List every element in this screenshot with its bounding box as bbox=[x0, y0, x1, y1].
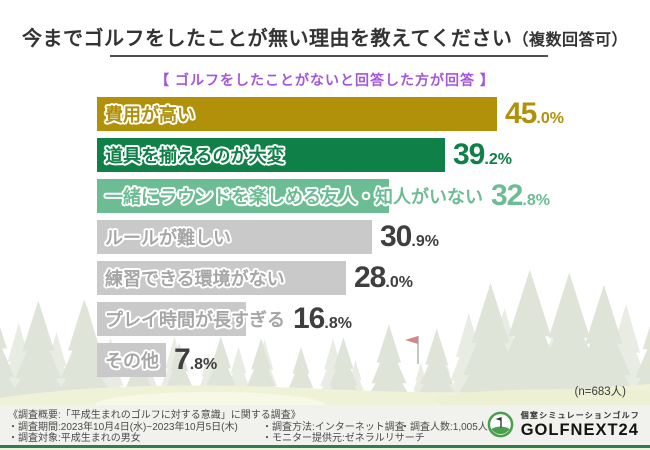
bar-row-content: 練習できる環境がない 28.0% bbox=[97, 261, 650, 295]
bar-label: 費用が高い bbox=[105, 105, 195, 125]
bar-value: 28.0% bbox=[354, 261, 413, 294]
survey-overview-column: 《調査概要:「平成生まれのゴルフに対する意識」に関する調査》 ・調査期間:202… bbox=[8, 410, 301, 445]
bar-value: 7.8% bbox=[174, 343, 218, 376]
page-title-paren: （複数回答可） bbox=[512, 32, 628, 49]
brand-tagline: 個室シミュレーションゴルフ bbox=[520, 411, 640, 420]
bar-label: その他 bbox=[105, 351, 159, 371]
bar-row-content: プレイ時間が長すぎる 16.8% bbox=[97, 302, 650, 336]
bar-label: 道具を揃えるのが大変 bbox=[105, 146, 285, 166]
bar-row: 費用が高い 45.0% bbox=[97, 97, 650, 131]
brand-logo: 個室シミュレーションゴルフ GOLFNEXT24 bbox=[487, 410, 640, 439]
page-title-main: 今までゴルフをしたことが無い理由を教えてください bbox=[22, 28, 513, 50]
bar-row-content: 一緒にラウンドを楽しめる友人・知人がいない 32.8% bbox=[97, 179, 650, 213]
survey-method: ・調査方法:インターネット調査 bbox=[262, 421, 405, 433]
bar-value: 39.2% bbox=[453, 138, 512, 171]
survey-period: ・調査期間:2023年10月4日(水)~2023年10月5日(木) bbox=[8, 421, 238, 433]
survey-target: ・調査対象:平成生まれの男女 bbox=[8, 433, 141, 444]
bar bbox=[97, 97, 497, 131]
bar-row: ルールが難しい 30.9% bbox=[97, 220, 650, 254]
bar-label: 一緒にラウンドを楽しめる友人・知人がいない bbox=[105, 187, 483, 207]
bar-row: 一緒にラウンドを楽しめる友人・知人がいない 32.8% bbox=[97, 179, 650, 213]
bar-chart: 費用が高い 45.0% 道具を揃えるのが大変 39.2% 一緒にラウンドを楽しめる友人・… bbox=[97, 97, 650, 384]
page-title: 今までゴルフをしたことが無い理由を教えてください（複数回答可） bbox=[0, 22, 650, 51]
brand-logo-text: 個室シミュレーションゴルフ GOLFNEXT24 bbox=[521, 410, 640, 439]
bar-row-content: ルールが難しい 30.9% bbox=[97, 220, 650, 254]
bar-row: その他 7.8% bbox=[97, 343, 650, 377]
survey-overview: 《調査概要:「平成生まれのゴルフに対する意識」に関する調査》 bbox=[8, 410, 301, 421]
survey-monitor: ・モニター提供元:ゼネラルリサーチ bbox=[262, 433, 425, 444]
sample-size-note: (n=683人) bbox=[574, 386, 626, 398]
bar bbox=[97, 179, 389, 213]
bar-row: 道具を揃えるのが大変 39.2% bbox=[97, 138, 650, 172]
survey-method-column: ・調査方法:インターネット調査 ・モニター提供元:ゼネラルリサーチ bbox=[262, 422, 425, 445]
survey-respondents-column: ・調査人数:1,005人 bbox=[400, 422, 488, 434]
brand-name: GOLFNEXT24 bbox=[520, 421, 639, 439]
bar-label: ルールが難しい bbox=[105, 228, 231, 248]
chart-subtitle: 【 ゴルフをしたことがないと回答した方が回答 】 bbox=[155, 72, 495, 88]
bar bbox=[97, 220, 372, 254]
bar-row: プレイ時間が長すぎる 16.8% bbox=[97, 302, 650, 336]
bar-label: 練習できる環境がない bbox=[105, 269, 285, 289]
survey-footer: 《調査概要:「平成生まれのゴルフに対する意識」に関する調査》 ・調査期間:202… bbox=[0, 405, 650, 448]
bar-value: 32.8% bbox=[491, 179, 550, 212]
bar-row-content: 道具を揃えるのが大変 39.2% bbox=[97, 138, 650, 172]
bar-row-content: その他 7.8% bbox=[97, 343, 650, 377]
bar-row-content: 費用が高い 45.0% bbox=[97, 97, 650, 131]
bar bbox=[97, 261, 346, 295]
bar-value: 45.0% bbox=[505, 97, 564, 130]
survey-respondents: ・調査人数:1,005人 bbox=[400, 421, 488, 433]
golf-flag-icon bbox=[405, 336, 419, 364]
bar bbox=[97, 343, 166, 377]
golf-green-flag-icon bbox=[487, 411, 514, 438]
bar-label: プレイ時間が長すぎる bbox=[105, 310, 285, 330]
bar-value: 30.9% bbox=[380, 220, 439, 253]
bar-row: 練習できる環境がない 28.0% bbox=[97, 261, 650, 295]
bar bbox=[97, 138, 445, 172]
bar-value: 16.8% bbox=[293, 302, 352, 335]
bar bbox=[97, 302, 246, 336]
title-divider bbox=[110, 55, 548, 57]
